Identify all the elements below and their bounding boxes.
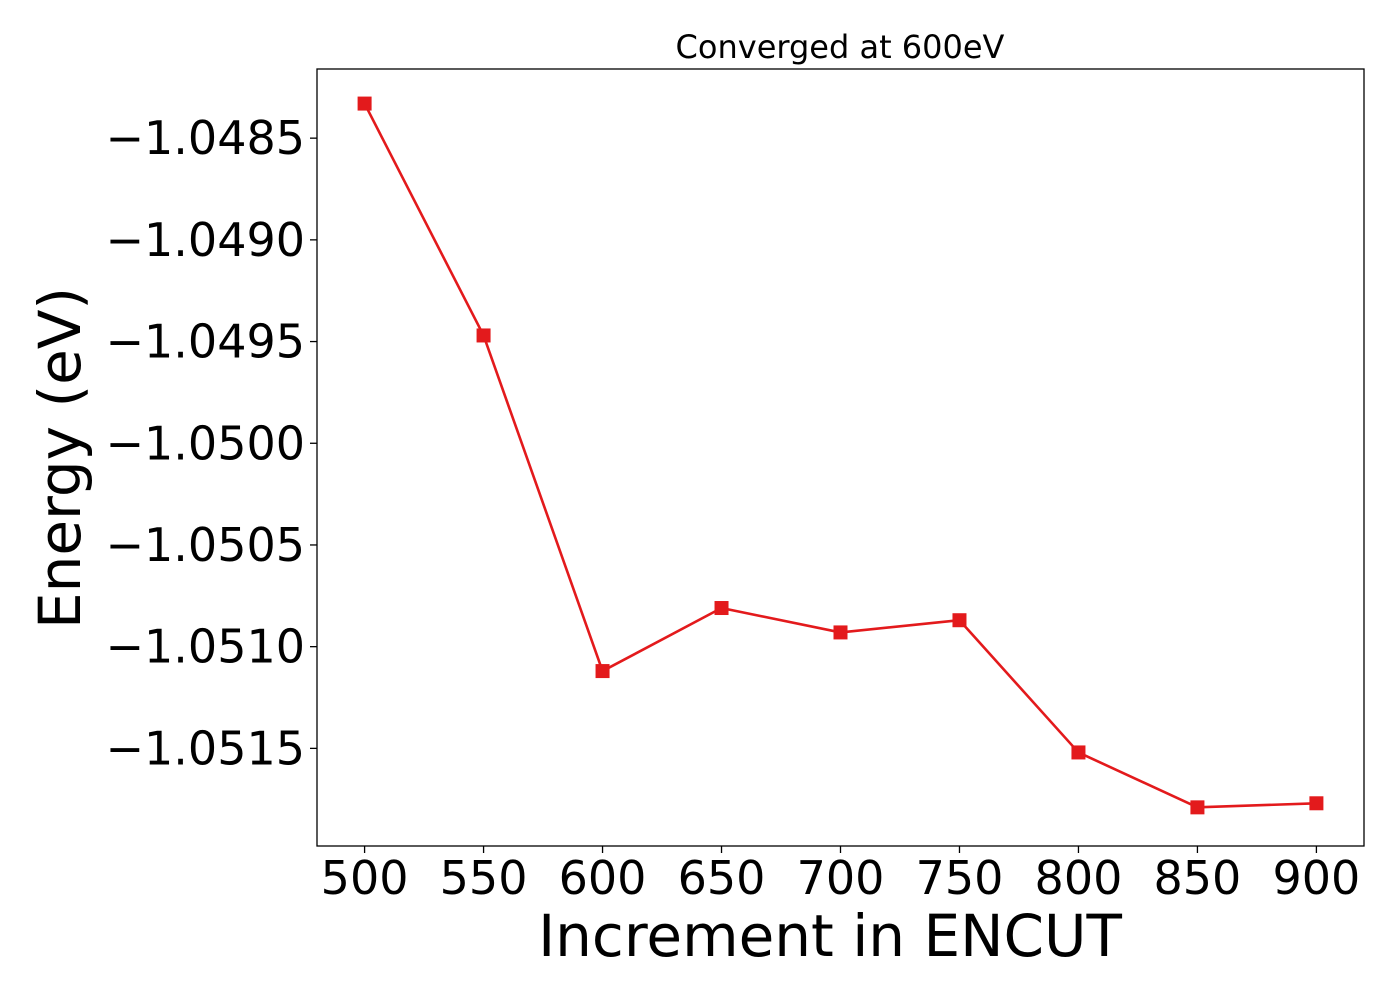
x-tick-label: 650 (678, 851, 766, 905)
data-point-marker (595, 664, 610, 679)
y-tick-label: −1.0515 (106, 721, 306, 775)
x-tick-label: 600 (559, 851, 647, 905)
y-tick-label: −1.0490 (106, 213, 306, 267)
data-point-marker (952, 613, 967, 628)
data-point-marker (476, 328, 491, 343)
data-point-marker (833, 625, 848, 640)
x-tick-label: 750 (916, 851, 1004, 905)
chart-title: Converged at 600eV (676, 28, 1005, 66)
data-point-marker (714, 601, 729, 616)
x-axis-label: Increment in ENCUT (538, 902, 1122, 970)
y-tick-label: −1.0510 (106, 620, 306, 674)
y-tick-label: −1.0500 (106, 416, 306, 470)
x-tick-label: 550 (440, 851, 528, 905)
y-tick-label: −1.0505 (106, 518, 306, 572)
y-tick-label: −1.0495 (106, 315, 306, 369)
x-tick-label: 850 (1154, 851, 1242, 905)
data-point-marker (1309, 796, 1324, 811)
x-tick-label: 900 (1273, 851, 1361, 905)
data-point-marker (357, 96, 372, 111)
series-layer (357, 96, 1324, 815)
plot-area-frame (316, 68, 1365, 847)
x-axis: 500 550 600 650 700 750 800 850 900 (321, 846, 1361, 905)
x-tick-label: 700 (797, 851, 885, 905)
x-tick-label: 500 (321, 851, 409, 905)
y-axis: −1.0485 −1.0490 −1.0495 −1.0500 −1.0505 −1.05… (106, 111, 317, 775)
y-axis-label: Energy (eV) (26, 287, 94, 629)
data-point-marker (1190, 800, 1205, 815)
energy-series-line (363, 102, 1317, 809)
y-tick-label: −1.0485 (106, 111, 306, 165)
data-point-marker (1071, 745, 1086, 760)
x-tick-label: 800 (1035, 851, 1123, 905)
